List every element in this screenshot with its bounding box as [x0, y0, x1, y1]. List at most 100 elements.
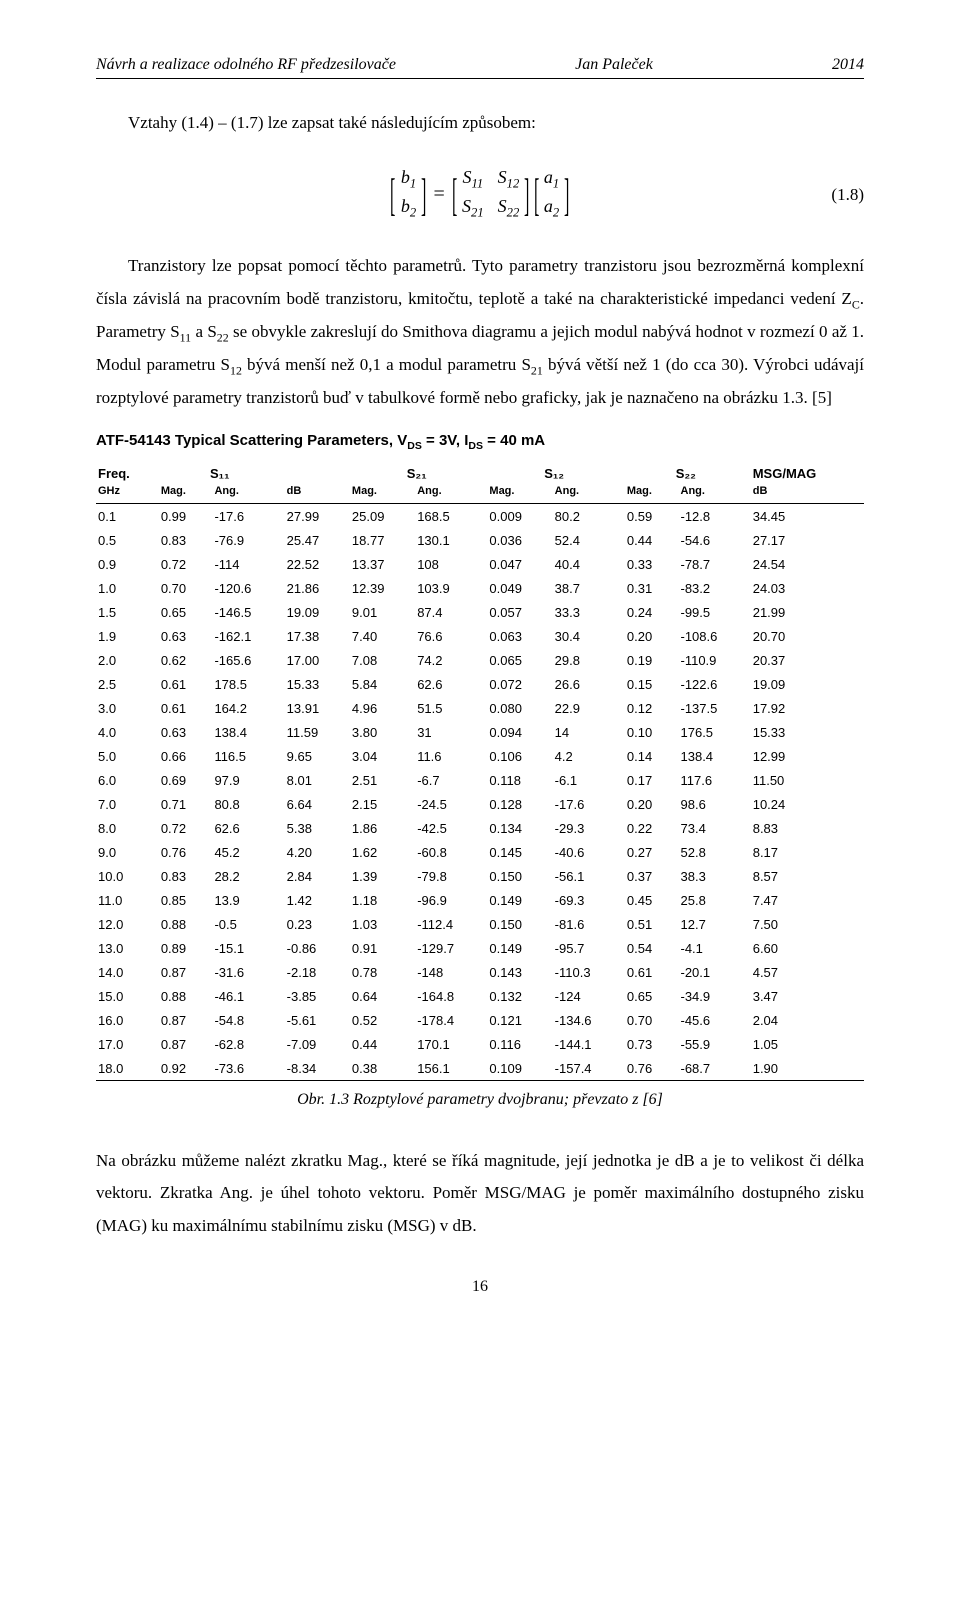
table-cell: -31.6 — [210, 960, 282, 984]
table-cell: 0.61 — [157, 672, 211, 696]
paragraph-2: Tranzistory lze popsat pomocí těchto par… — [96, 250, 864, 414]
table-cell: 19.09 — [283, 600, 348, 624]
table-cell: 130.1 — [413, 528, 485, 552]
table-cell: 98.6 — [677, 792, 749, 816]
table-cell: -45.6 — [677, 1008, 749, 1032]
table-cell: -24.5 — [413, 792, 485, 816]
table-cell: 0.83 — [157, 864, 211, 888]
table-cell: 0.64 — [348, 984, 413, 1008]
table-cell: 27.99 — [283, 504, 348, 529]
table-cell: 0.5 — [96, 528, 157, 552]
table-cell: 11.50 — [749, 768, 864, 792]
table-cell: 0.22 — [623, 816, 677, 840]
table-cell: 6.64 — [283, 792, 348, 816]
col-ghz: GHz — [96, 481, 157, 504]
table-cell: -62.8 — [210, 1032, 282, 1056]
table-cell: 0.87 — [157, 1008, 211, 1032]
table-group-header-row: Freq. S₁₁ S₂₁ S₁₂ S₂₂ MSG/MAG — [96, 462, 864, 481]
table-cell: 0.143 — [485, 960, 550, 984]
table-cell: 17.0 — [96, 1032, 157, 1056]
col-group-s22: S₂₂ — [623, 462, 749, 481]
table-cell: -78.7 — [677, 552, 749, 576]
table-row: 2.50.61178.515.335.8462.60.07226.60.15-1… — [96, 672, 864, 696]
table-cell: 0.072 — [485, 672, 550, 696]
table-cell: 74.2 — [413, 648, 485, 672]
col-s11-mag: Mag. — [157, 481, 211, 504]
table-cell: 0.10 — [623, 720, 677, 744]
table-cell: 0.23 — [283, 912, 348, 936]
table-cell: 0.15 — [623, 672, 677, 696]
table-cell: 0.150 — [485, 912, 550, 936]
table-cell: 0.118 — [485, 768, 550, 792]
table-cell: -6.1 — [551, 768, 623, 792]
col-s12-ang: Ang. — [551, 481, 623, 504]
table-cell: 0.87 — [157, 1032, 211, 1056]
figure-caption: Obr. 1.3 Rozptylové parametry dvojbranu;… — [96, 1091, 864, 1109]
table-cell: 9.65 — [283, 744, 348, 768]
col-s21-db: dB — [283, 481, 348, 504]
table-row: 16.00.87-54.8-5.610.52-178.40.121-134.60… — [96, 1008, 864, 1032]
table-cell: 6.0 — [96, 768, 157, 792]
table-cell: -40.6 — [551, 840, 623, 864]
table-cell: -122.6 — [677, 672, 749, 696]
table-cell: 1.86 — [348, 816, 413, 840]
table-cell: 0.45 — [623, 888, 677, 912]
table-row: 8.00.7262.65.381.86-42.50.134-29.30.2273… — [96, 816, 864, 840]
table-cell: -146.5 — [210, 600, 282, 624]
table-row: 2.00.62-165.617.007.0874.20.06529.80.19-… — [96, 648, 864, 672]
col-group-s12: S₁₂ — [485, 462, 622, 481]
table-cell: 168.5 — [413, 504, 485, 529]
table-cell: -5.61 — [283, 1008, 348, 1032]
table-row: 18.00.92-73.6-8.340.38156.10.109-157.40.… — [96, 1056, 864, 1081]
table-cell: 10.24 — [749, 792, 864, 816]
table-cell: -79.8 — [413, 864, 485, 888]
bracket-icon: ] — [524, 172, 529, 218]
table-cell: 170.1 — [413, 1032, 485, 1056]
table-cell: 3.04 — [348, 744, 413, 768]
table-cell: -7.09 — [283, 1032, 348, 1056]
sparam-table-section: ATF-54143 Typical Scattering Parameters,… — [96, 432, 864, 1109]
table-cell: 9.0 — [96, 840, 157, 864]
table-cell: 15.0 — [96, 984, 157, 1008]
col-s21-mag: Mag. — [348, 481, 413, 504]
bracket-icon: [ — [390, 172, 395, 218]
table-cell: 26.6 — [551, 672, 623, 696]
table-row: 6.00.6997.98.012.51-6.70.118-6.10.17117.… — [96, 768, 864, 792]
table-cell: 0.61 — [157, 696, 211, 720]
table-cell: -6.7 — [413, 768, 485, 792]
table-cell: 11.0 — [96, 888, 157, 912]
table-cell: 0.61 — [623, 960, 677, 984]
table-cell: -114 — [210, 552, 282, 576]
table-cell: 178.5 — [210, 672, 282, 696]
table-cell: 2.51 — [348, 768, 413, 792]
table-cell: 0.69 — [157, 768, 211, 792]
table-cell: 9.01 — [348, 600, 413, 624]
table-cell: -164.8 — [413, 984, 485, 1008]
table-cell: 176.5 — [677, 720, 749, 744]
table-cell: -42.5 — [413, 816, 485, 840]
table-cell: 0.37 — [623, 864, 677, 888]
header-right: 2014 — [832, 56, 864, 74]
table-cell: 0.51 — [623, 912, 677, 936]
table-row: 1.90.63-162.117.387.4076.60.06330.40.20-… — [96, 624, 864, 648]
table-cell: 76.6 — [413, 624, 485, 648]
table-cell: 10.0 — [96, 864, 157, 888]
table-cell: 0.38 — [348, 1056, 413, 1081]
table-row: 4.00.63138.411.593.80310.094140.10176.51… — [96, 720, 864, 744]
table-cell: 13.37 — [348, 552, 413, 576]
table-cell: 8.83 — [749, 816, 864, 840]
sparam-table: Freq. S₁₁ S₂₁ S₁₂ S₂₂ MSG/MAG GHz Mag. A… — [96, 462, 864, 1081]
table-cell: 24.03 — [749, 576, 864, 600]
col-group-s11: S₁₁ — [157, 462, 283, 481]
table-cell: 22.9 — [551, 696, 623, 720]
table-row: 9.00.7645.24.201.62-60.80.145-40.60.2752… — [96, 840, 864, 864]
table-cell: -34.9 — [677, 984, 749, 1008]
table-title: ATF-54143 Typical Scattering Parameters,… — [96, 432, 864, 452]
table-cell: 51.5 — [413, 696, 485, 720]
table-cell: 52.4 — [551, 528, 623, 552]
table-cell: 0.65 — [623, 984, 677, 1008]
table-cell: 0.9 — [96, 552, 157, 576]
table-cell: 0.83 — [157, 528, 211, 552]
table-cell: 0.063 — [485, 624, 550, 648]
table-cell: 0.132 — [485, 984, 550, 1008]
